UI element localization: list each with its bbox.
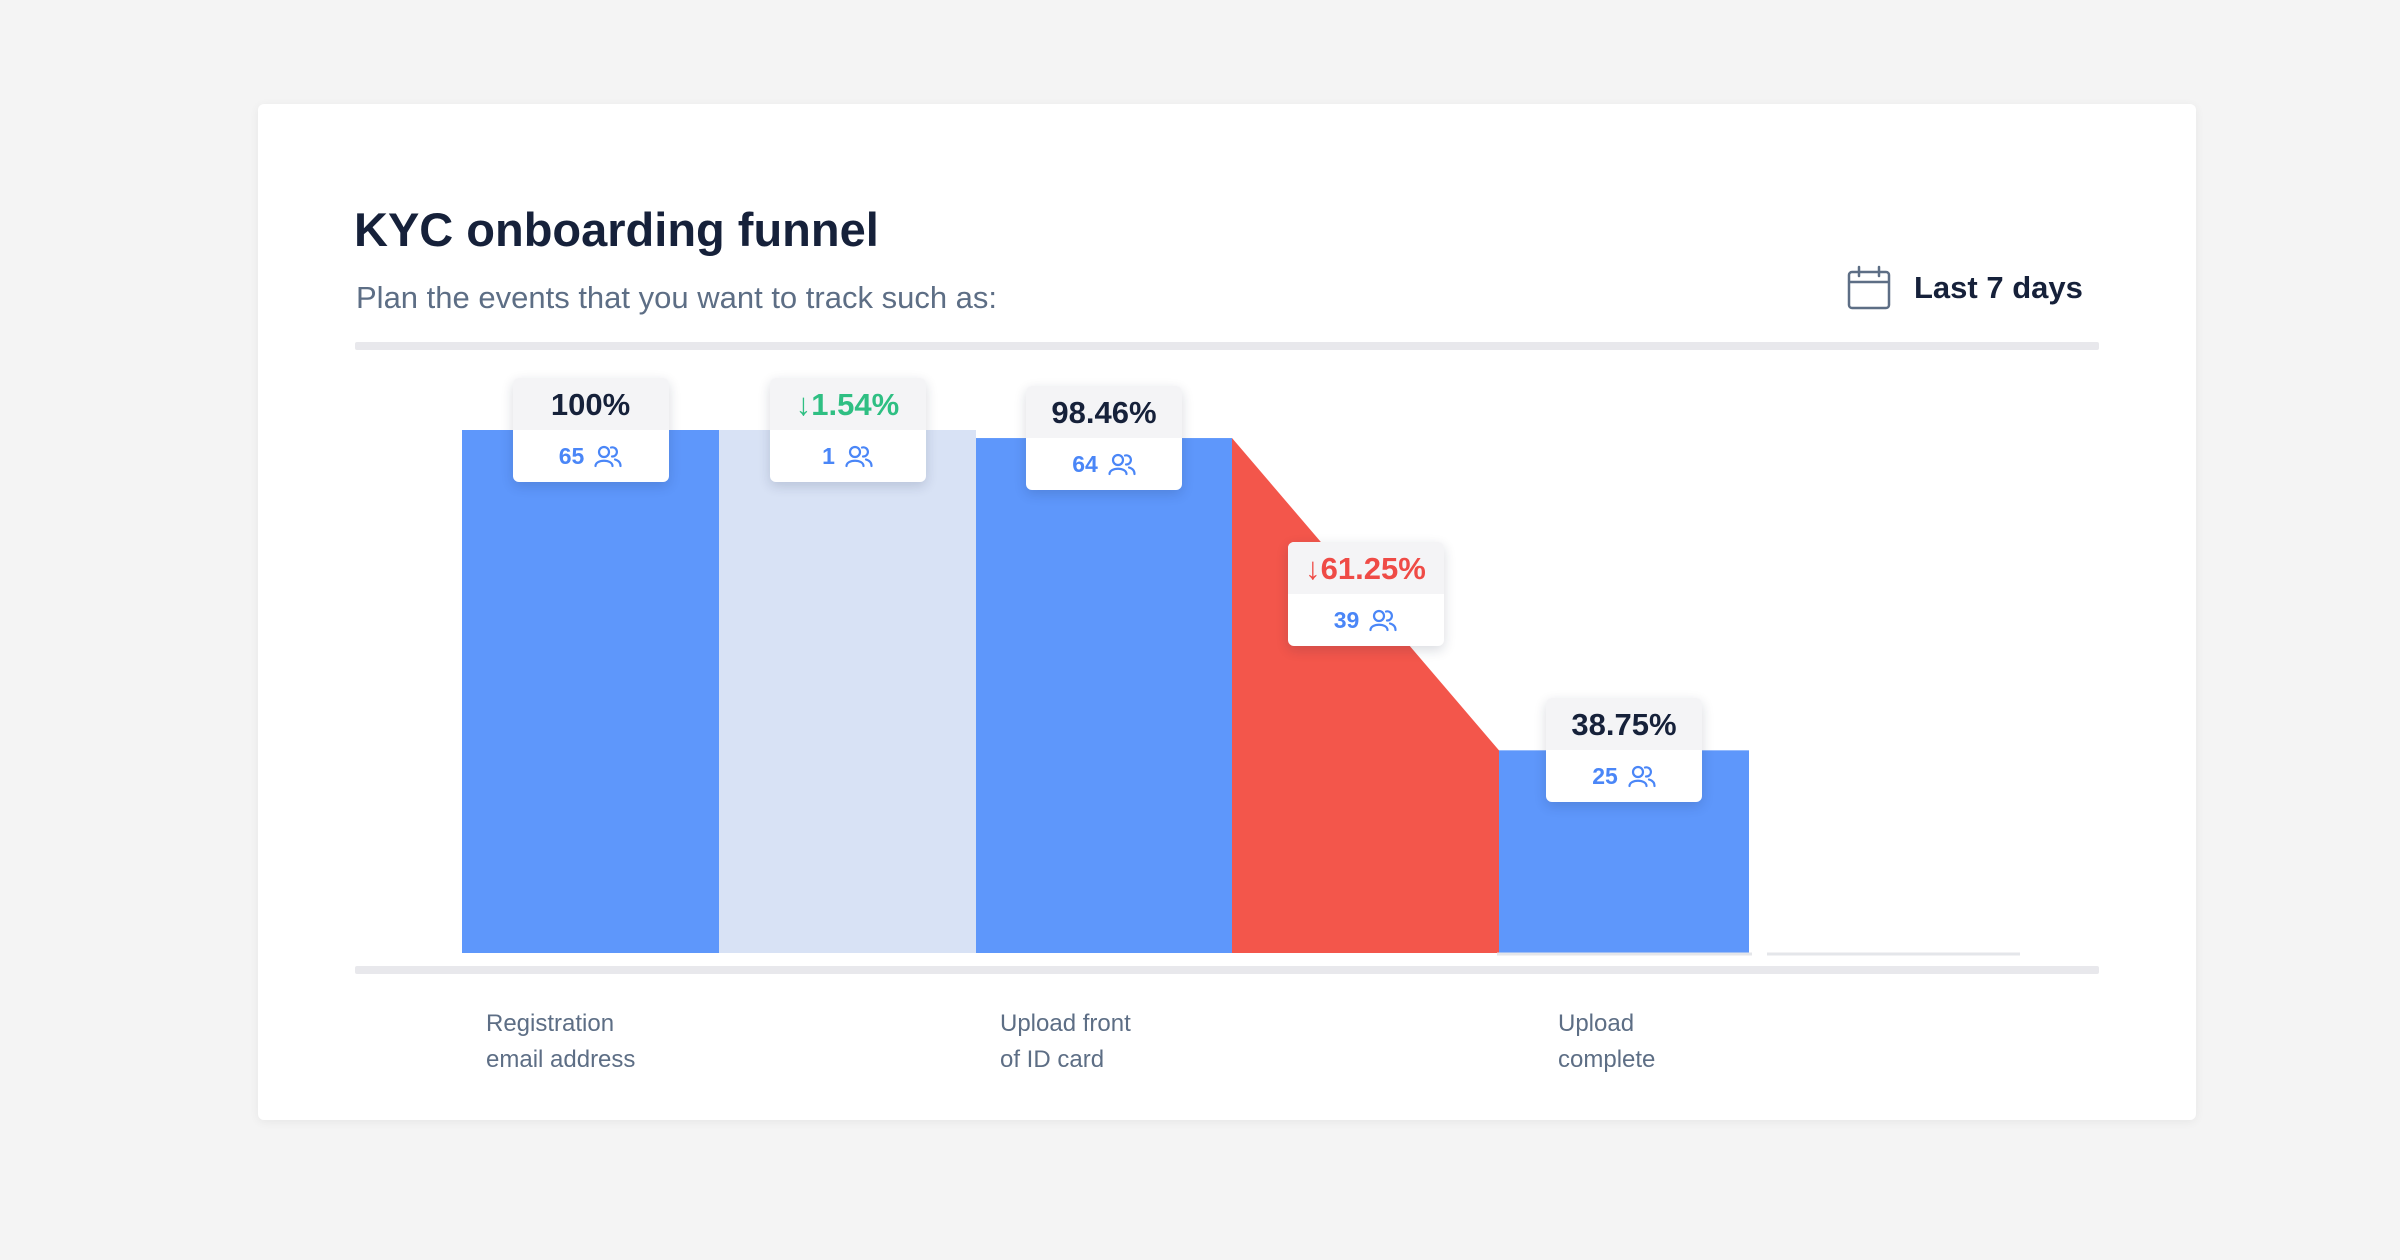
date-range-selector[interactable]: Last 7 days bbox=[1846, 258, 2083, 318]
step-label-box-3: 38.75% 25 bbox=[1546, 698, 1702, 803]
step-name-line: of ID card bbox=[1000, 1046, 1105, 1073]
step-name-line: complete bbox=[1558, 1046, 1656, 1073]
date-range-label: Last 7 days bbox=[1914, 270, 2083, 305]
user-count: 1 bbox=[770, 430, 926, 482]
chart-title: KYC onboarding funnel bbox=[354, 203, 879, 256]
step-label-box-2: 98.46% 64 bbox=[1026, 386, 1182, 491]
funnel-bar-1 bbox=[462, 430, 719, 953]
users-icon bbox=[1369, 610, 1397, 632]
bottom-divider bbox=[355, 966, 2099, 974]
user-count: 39 bbox=[1288, 594, 1444, 646]
user-count-value: 65 bbox=[558, 442, 585, 469]
dropoff-label-box-1: ↓1.54% 1 bbox=[769, 378, 926, 482]
top-divider bbox=[355, 342, 2099, 350]
percent-label: 100% bbox=[512, 378, 669, 430]
percent-label: 98.46% bbox=[1026, 386, 1182, 439]
funnel-card: KYC onboarding funnel Plan the events th… bbox=[258, 104, 2196, 1120]
users-icon bbox=[1628, 766, 1656, 788]
user-count-value: 25 bbox=[1592, 762, 1618, 789]
step-name-line: Registration bbox=[486, 1010, 615, 1037]
user-count-value: 39 bbox=[1333, 606, 1360, 633]
user-count-value: 1 bbox=[822, 442, 835, 469]
chart-subtitle: Plan the events that you want to track s… bbox=[356, 280, 998, 315]
user-count: 65 bbox=[513, 430, 669, 482]
percent-label: 38.75% bbox=[1546, 698, 1702, 751]
percent-label: ↓1.54% bbox=[769, 378, 926, 430]
users-icon bbox=[594, 445, 622, 468]
percent-label: ↓61.25% bbox=[1287, 542, 1444, 595]
step-label-box-1: 100% 65 bbox=[512, 378, 669, 482]
step-name-3: Upload complete bbox=[1558, 1006, 1818, 1078]
user-count-value: 64 bbox=[1072, 450, 1098, 477]
funnel-bar-2 bbox=[976, 438, 1232, 953]
dropoff-area-2 bbox=[1232, 438, 1499, 953]
step-name-line: Upload front bbox=[1000, 1010, 1131, 1037]
user-count: 64 bbox=[1026, 438, 1182, 490]
step-name-1: Registration email address bbox=[486, 1006, 746, 1078]
users-icon bbox=[1108, 453, 1136, 476]
user-count: 25 bbox=[1546, 750, 1702, 802]
step-name-2: Upload front of ID card bbox=[1000, 1006, 1260, 1078]
calendar-icon bbox=[1847, 265, 1891, 310]
dropoff-label-box-2: ↓61.25% 39 bbox=[1287, 542, 1444, 647]
dropoff-area-1 bbox=[719, 430, 976, 953]
step-name-line: Upload bbox=[1558, 1010, 1635, 1037]
step-name-line: email address bbox=[486, 1046, 636, 1073]
users-icon bbox=[845, 445, 873, 468]
